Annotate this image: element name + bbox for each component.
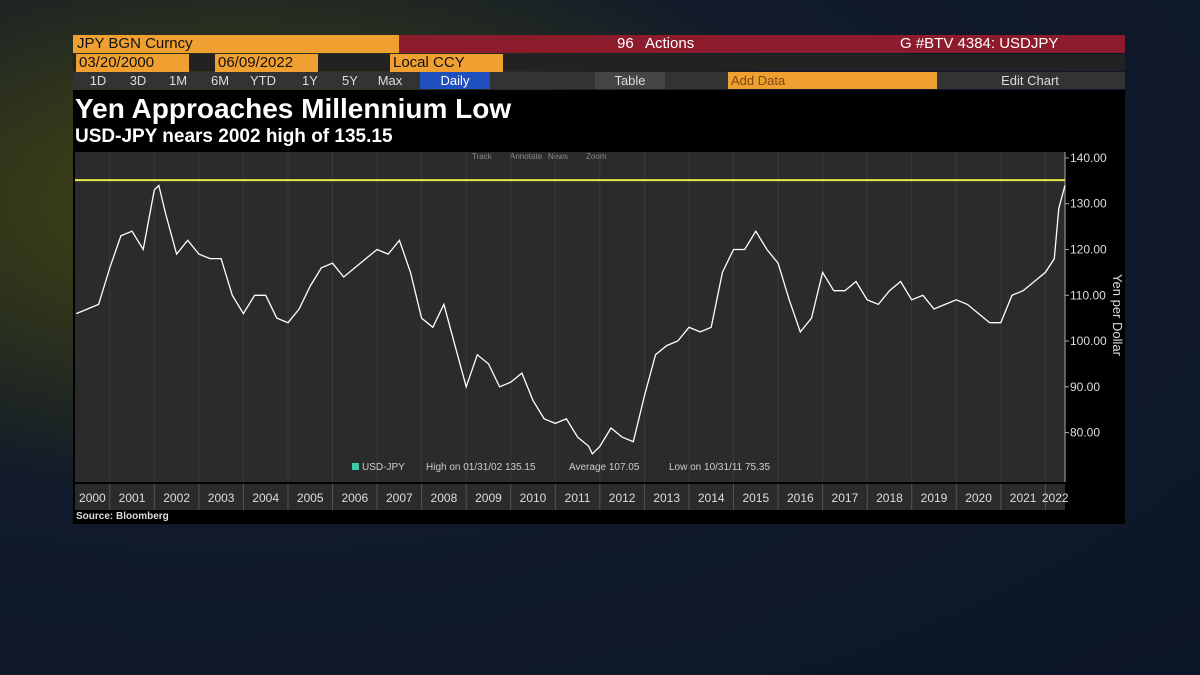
y-tick-label: 100.00	[1070, 334, 1107, 348]
x-tick-label: 2004	[252, 491, 279, 505]
y-tick-label: 110.00	[1070, 288, 1106, 302]
y-tick-label: 140.00	[1070, 151, 1107, 165]
x-tick-label: 2010	[520, 491, 547, 505]
chart-tool[interactable]: Track	[472, 152, 493, 161]
actions-menu[interactable]: Actions	[645, 35, 695, 52]
x-tick-label: 2022	[1042, 491, 1069, 505]
x-tick-label: 2005	[297, 491, 324, 505]
period-button[interactable]: Daily	[420, 72, 490, 89]
x-tick-label: 2001	[119, 491, 146, 505]
range-button[interactable]: 3D	[129, 73, 147, 88]
range-button[interactable]: 6M	[210, 73, 230, 88]
x-tick-label: 2018	[876, 491, 903, 505]
x-tick-label: 2008	[431, 491, 458, 505]
x-tick-label: 2007	[386, 491, 413, 505]
legend-entry: USD-JPY	[362, 462, 405, 473]
y-tick-label: 120.00	[1070, 242, 1107, 256]
table-button[interactable]: Table	[595, 72, 665, 89]
edit-chart-button[interactable]: Edit Chart	[1001, 73, 1059, 88]
plot-area	[75, 152, 1065, 482]
x-tick-label: 2012	[609, 491, 636, 505]
x-tick-label: 2000	[79, 491, 106, 505]
x-tick-label: 2017	[832, 491, 859, 505]
x-tick-label: 2015	[742, 491, 769, 505]
x-tick-label: 2020	[965, 491, 992, 505]
legend-swatch	[352, 463, 359, 470]
chart-tool[interactable]: Annotate	[510, 152, 543, 161]
chart-subtitle: USD-JPY nears 2002 high of 135.15	[75, 126, 393, 147]
range-button[interactable]: YTD	[250, 73, 276, 88]
toolbar-row	[73, 54, 1125, 71]
price-line	[76, 184, 1066, 456]
security-field[interactable]: JPY BGN Curncy	[73, 35, 399, 53]
chart-tool[interactable]: Zoom	[586, 152, 607, 161]
x-tick-label: 2021	[1010, 491, 1037, 505]
x-tick-label: 2002	[163, 491, 190, 505]
x-axis-band	[75, 484, 1065, 510]
y-axis-title: Yen per Dollar	[1110, 274, 1125, 357]
x-tick-label: 2019	[921, 491, 948, 505]
start-date[interactable]: 03/20/2000	[76, 54, 189, 72]
y-tick-label: 130.00	[1070, 197, 1107, 211]
range-button[interactable]: 5Y	[342, 73, 358, 88]
x-tick-label: 2016	[787, 491, 814, 505]
y-tick-label: 90.00	[1070, 380, 1100, 394]
function-code: G #BTV 4384: USDJPY	[900, 35, 1059, 52]
legend-note: High on 01/31/02 135.15	[426, 462, 536, 473]
source-note: Source: Bloomberg	[76, 511, 169, 522]
y-tick-label: 80.00	[1070, 426, 1100, 440]
x-tick-label: 2009	[475, 491, 502, 505]
x-tick-label: 2003	[208, 491, 235, 505]
range-button[interactable]: Max	[377, 73, 403, 88]
actions-key: 96	[617, 35, 634, 52]
range-button[interactable]: 1M	[168, 73, 188, 88]
legend-note: Average 107.05	[569, 462, 640, 473]
x-tick-label: 2014	[698, 491, 725, 505]
x-tick-label: 2006	[341, 491, 368, 505]
range-button[interactable]: 1Y	[302, 73, 318, 88]
add-data-field[interactable]: Add Data	[728, 72, 937, 89]
end-date[interactable]: 06/09/2022	[215, 54, 318, 72]
range-button[interactable]: 1D	[89, 73, 107, 88]
x-tick-label: 2013	[653, 491, 680, 505]
chart-title: Yen Approaches Millennium Low	[75, 93, 511, 124]
chart-tool[interactable]: News	[548, 152, 568, 161]
x-tick-label: 2011	[565, 491, 591, 505]
currency-field[interactable]: Local CCY	[390, 54, 503, 72]
legend-note: Low on 10/31/11 75.35	[669, 462, 770, 473]
